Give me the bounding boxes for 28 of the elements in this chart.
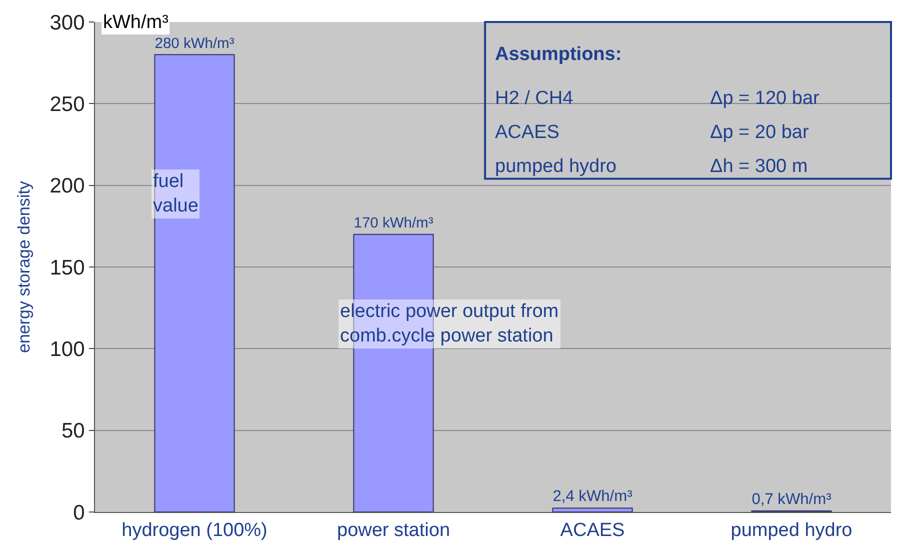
annotation: Assumptions: [495,44,622,65]
annotation: Δh = 300 m [710,156,808,177]
data-label: 280 kWh/m³ [154,36,234,52]
bar [154,54,235,512]
annotation: kWh/m³ [103,12,168,33]
x-tick-label: ACAES [560,520,625,541]
annotation: pumped hydro [495,156,616,177]
annotation: electric power output from comb.cycle power station [340,301,559,347]
data-label: 0,7 kWh/m³ [752,490,832,508]
annotation: H2 / CH4 [495,88,574,109]
y-tick-label: 300 [50,11,85,34]
x-tick-label: power station [336,520,450,541]
x-tick-label: hydrogen (100%) [122,520,268,541]
annotation: ACAES [495,122,560,143]
y-tick-label: 100 [50,338,85,362]
y-tick-label: 0 [73,501,85,524]
data-label: 2,4 kWh/m³ [552,488,632,505]
y-axis-title: energy storage density [14,180,34,353]
bar [552,508,633,512]
y-tick-label: 150 [50,256,85,280]
annotation: Δp = 120 bar [710,88,820,109]
x-tick-label: pumped hydro [730,520,852,541]
y-tick-label: 250 [50,93,85,116]
y-tick-label: 200 [50,174,85,198]
annotation: Δp = 20 bar [710,122,810,143]
data-label: 170 kWh/m³ [354,215,434,232]
annotation: fuel value [153,171,198,217]
y-tick-label: 50 [61,420,85,443]
